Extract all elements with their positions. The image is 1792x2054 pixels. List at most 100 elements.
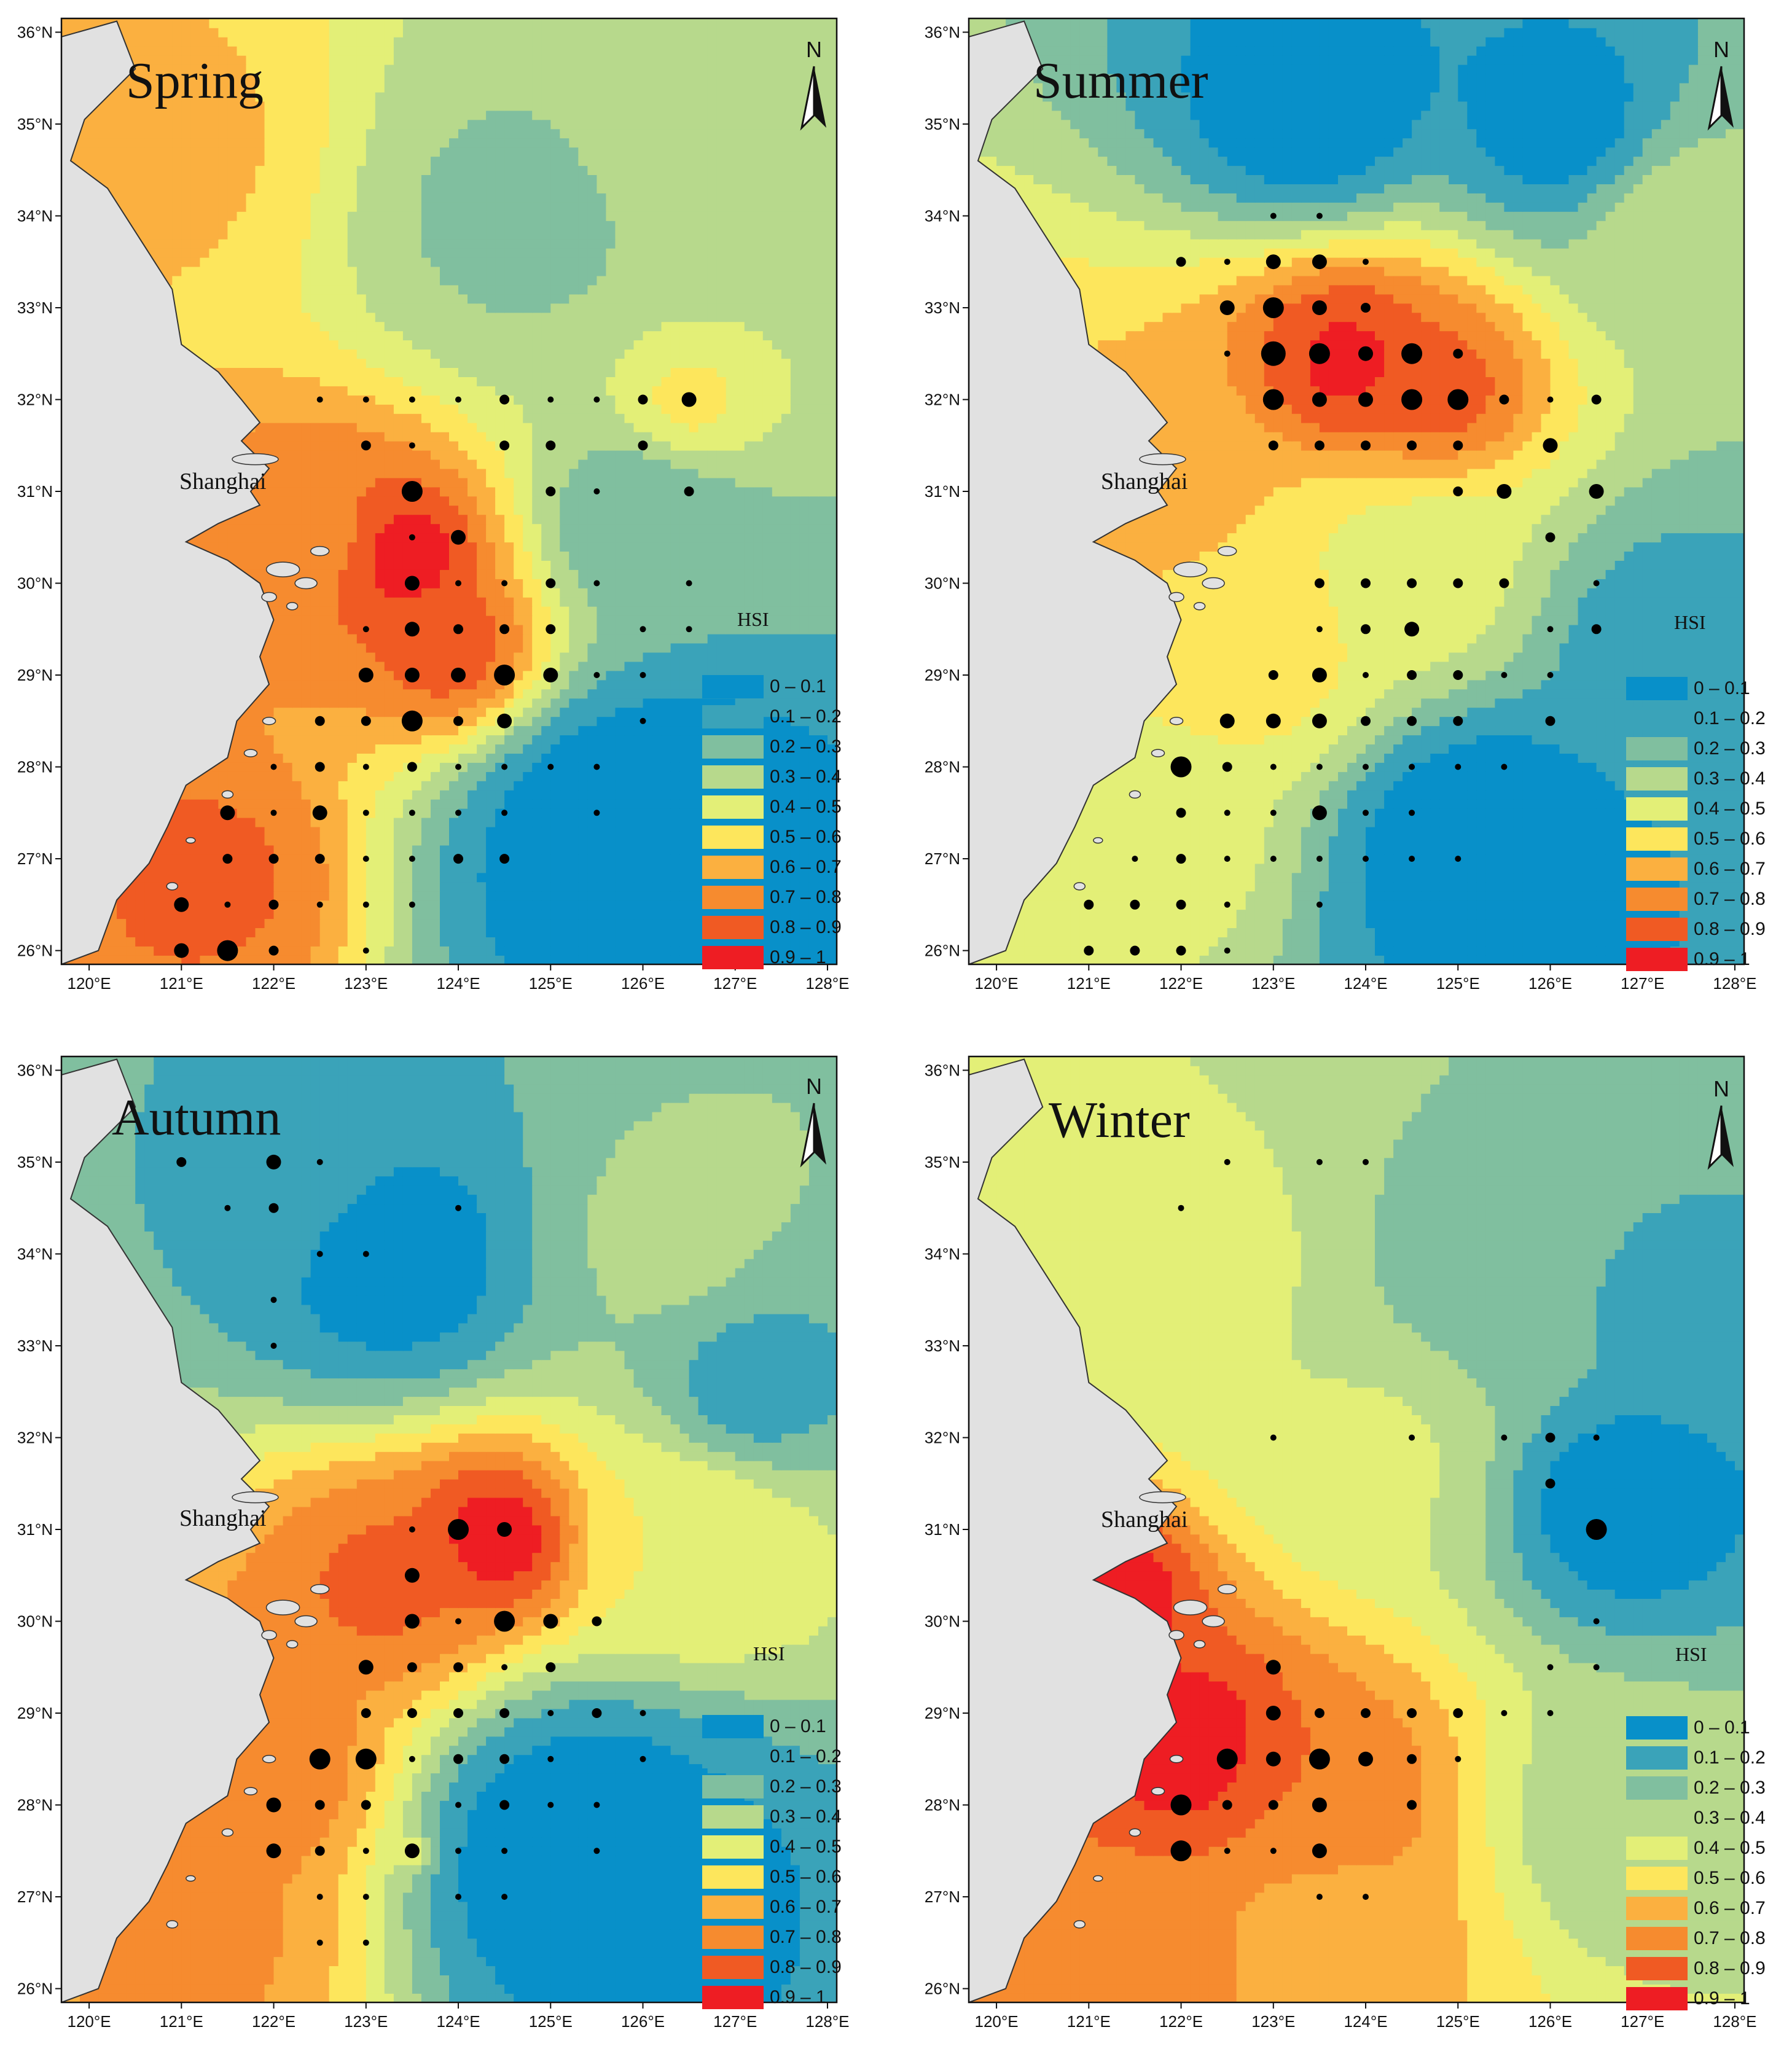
hsi-cell [633,835,644,846]
hsi-cell [799,725,810,736]
hsi-cell [319,606,330,616]
hsi-cell [486,633,496,644]
hsi-cell [698,661,708,671]
hsi-cell [384,431,394,442]
hsi-cell [615,918,625,928]
hsi-cell [310,909,321,920]
hsi-cell [301,937,311,947]
hsi-cell [468,523,477,534]
hsi-cell [338,633,348,644]
hsi-cell [781,771,791,781]
hsi-cell [246,817,256,827]
hsi-cell [781,477,791,488]
hsi-cell [818,440,828,451]
hsi-cell [421,606,431,616]
hsi-cell [532,477,542,488]
hsi-cell [689,799,699,809]
hsi-cell [532,735,542,744]
hsi-cell [541,744,551,754]
hsi-cell [421,762,431,772]
hsi-cell [624,496,635,506]
hsi-cell [633,698,644,708]
hsi-cell [412,863,422,873]
hsi-cell [421,505,431,515]
hsi-cell [597,588,607,598]
hsi-cell [799,440,810,451]
hsi-cell [366,689,376,699]
hsi-cell [356,927,367,937]
hsi-cell [486,431,496,442]
hsi-cell [347,642,358,653]
hsi-cell [514,927,523,937]
hsi-cell [624,863,635,873]
hsi-cell [790,523,800,534]
hsi-cell [633,854,644,864]
hsi-cell [246,891,256,901]
hsi-cell [237,927,247,937]
hsi-cell [560,440,570,451]
hsi-cell [319,845,330,855]
hsi-cell [514,496,523,506]
hsi-cell [310,477,321,488]
hsi-cell [523,633,533,644]
hsi-cell [781,533,791,543]
hsi-cell [402,946,413,956]
hsi-cell [264,661,275,671]
hsi-cell [799,633,810,644]
hsi-cell [661,496,671,506]
hsi-cell [319,689,330,699]
hsi-cell [587,937,598,947]
hsi-cell [762,431,773,442]
hsi-cell [606,450,616,460]
hsi-cell [393,440,404,451]
hsi-cell [670,725,681,736]
hsi-cell [440,560,450,570]
hsi-cell [762,771,773,781]
hsi-cell [799,900,810,910]
hsi-cell [190,854,201,864]
hsi-cell [808,716,819,727]
hsi-cell [578,459,589,469]
hsi-cell [338,716,348,727]
hsi-cell [523,955,533,964]
hsi-cell [393,707,404,717]
hsi-cell [431,689,440,699]
hsi-cell [652,606,662,616]
hsi-cell [440,661,450,671]
hsi-cell [679,881,690,892]
hsi-cell [762,716,773,727]
hsi-cell [615,523,625,534]
hsi-cell [670,946,681,956]
hsi-cell [661,799,671,809]
hsi-cell [643,569,653,579]
hsi-cell [366,698,376,708]
hsi-cell [689,872,699,883]
hsi-cell [301,716,311,727]
hsi-cell [550,937,561,947]
hsi-cell [347,835,358,846]
hsi-cell [486,762,496,772]
hsi-cell [532,918,542,928]
hsi-cell [486,542,496,552]
hsi-cell [384,606,394,616]
hsi-cell [486,468,496,478]
hsi-cell [753,652,764,662]
hsi-cell [440,679,450,690]
hsi-cell [144,946,154,956]
hsi-cell [440,440,450,451]
hsi-cell [716,450,727,460]
hsi-cell [514,909,523,920]
hsi-cell [541,881,551,892]
hsi-cell [716,551,727,561]
hsi-cell [375,588,385,598]
hsi-cell [689,937,699,947]
hsi-cell [273,789,284,800]
hsi-cell [569,579,579,588]
hsi-cell [468,835,477,846]
hsi-cell [375,881,385,892]
hsi-cell [818,560,828,570]
hsi-cell [486,514,496,525]
hsi-cell [154,854,163,864]
hsi-cell [255,872,265,883]
hsi-cell [504,789,514,800]
